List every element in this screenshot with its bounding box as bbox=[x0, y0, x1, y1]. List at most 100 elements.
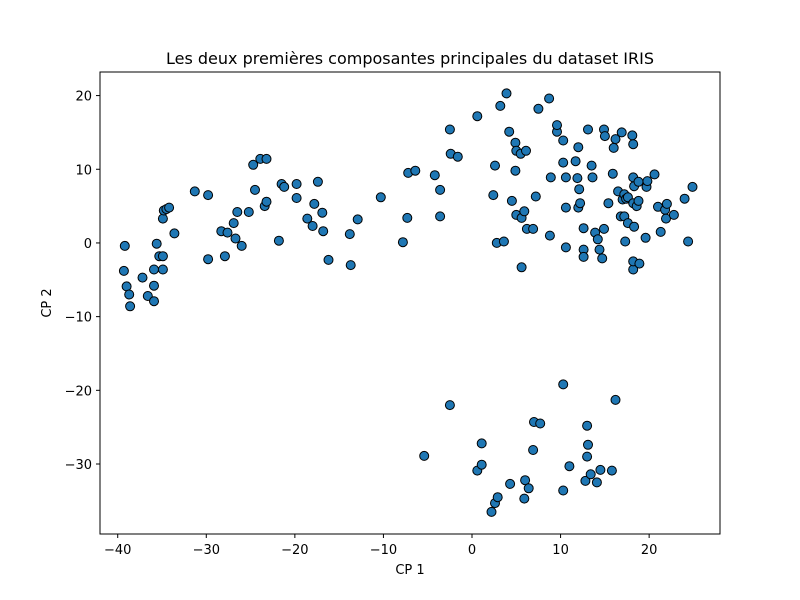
data-point bbox=[419, 450, 430, 461]
data-point bbox=[435, 211, 446, 222]
data-point bbox=[629, 221, 640, 232]
data-point bbox=[490, 160, 500, 171]
data-point bbox=[498, 236, 509, 247]
data-point bbox=[586, 160, 597, 171]
x-tick-label: 0 bbox=[468, 543, 476, 558]
data-point bbox=[435, 184, 446, 195]
data-point bbox=[558, 485, 569, 496]
data-point bbox=[119, 240, 130, 251]
data-point bbox=[444, 124, 455, 135]
data-point bbox=[345, 260, 356, 271]
data-point bbox=[203, 254, 214, 265]
x-axis-label: CP 1 bbox=[395, 563, 424, 578]
data-point bbox=[628, 139, 639, 150]
data-point bbox=[510, 165, 521, 176]
data-point bbox=[585, 469, 596, 480]
data-point bbox=[149, 264, 159, 275]
data-point bbox=[149, 280, 159, 291]
data-point bbox=[627, 130, 638, 141]
data-point bbox=[323, 254, 334, 265]
y-tick-label: −10 bbox=[65, 311, 92, 326]
data-point bbox=[683, 236, 694, 247]
data-point bbox=[291, 193, 302, 203]
data-point bbox=[492, 492, 503, 503]
data-point bbox=[402, 212, 413, 223]
data-point bbox=[545, 172, 556, 183]
data-point bbox=[164, 202, 175, 213]
data-point bbox=[521, 145, 531, 156]
data-point bbox=[560, 202, 571, 213]
x-tick-label: −20 bbox=[281, 543, 308, 558]
data-point bbox=[523, 483, 534, 494]
data-point bbox=[616, 127, 627, 138]
data-point bbox=[578, 223, 589, 234]
data-point bbox=[261, 153, 272, 164]
data-point bbox=[587, 172, 598, 183]
y-ticks: −30 −20 −10 0 10 20 bbox=[65, 90, 100, 473]
data-point bbox=[634, 258, 645, 269]
data-point bbox=[486, 506, 497, 517]
data-point bbox=[317, 207, 328, 218]
data-point bbox=[151, 238, 162, 249]
y-tick-label: 0 bbox=[84, 237, 92, 252]
data-point bbox=[228, 218, 239, 229]
data-point bbox=[519, 493, 530, 504]
data-point bbox=[558, 379, 569, 390]
data-point bbox=[620, 236, 631, 247]
x-tick-label: 10 bbox=[552, 543, 569, 558]
data-point bbox=[279, 181, 290, 192]
data-point bbox=[572, 173, 583, 184]
data-point bbox=[505, 478, 516, 489]
data-point bbox=[375, 192, 386, 203]
data-point bbox=[519, 206, 530, 217]
data-point bbox=[516, 262, 527, 273]
data-point bbox=[495, 100, 506, 111]
data-point bbox=[591, 477, 602, 488]
y-tick-label: −30 bbox=[65, 458, 92, 473]
data-point bbox=[583, 439, 593, 450]
data-point bbox=[544, 93, 555, 104]
data-point bbox=[261, 196, 272, 207]
data-point bbox=[544, 230, 555, 241]
points-layer bbox=[118, 88, 698, 517]
data-point bbox=[118, 265, 129, 276]
data-point bbox=[236, 240, 247, 251]
data-point bbox=[452, 151, 463, 162]
data-point bbox=[501, 88, 512, 99]
data-point bbox=[476, 438, 487, 449]
data-point bbox=[610, 394, 621, 405]
data-point bbox=[429, 170, 440, 181]
y-tick-label: 10 bbox=[75, 163, 92, 178]
data-point bbox=[592, 234, 603, 245]
data-point bbox=[504, 126, 515, 137]
data-point bbox=[248, 159, 259, 170]
data-point bbox=[291, 179, 302, 189]
data-point bbox=[124, 289, 135, 300]
data-point bbox=[528, 223, 539, 234]
data-point bbox=[157, 251, 168, 262]
data-point bbox=[232, 207, 243, 217]
data-point bbox=[302, 213, 313, 224]
data-point bbox=[655, 226, 666, 237]
data-point bbox=[273, 235, 284, 246]
x-tick-label: −40 bbox=[104, 543, 131, 558]
data-point bbox=[535, 418, 546, 429]
data-point bbox=[679, 193, 690, 204]
data-point bbox=[506, 195, 517, 206]
data-point bbox=[564, 461, 575, 472]
data-point bbox=[642, 176, 653, 187]
data-point bbox=[318, 226, 329, 237]
data-point bbox=[344, 229, 355, 240]
data-point bbox=[560, 172, 571, 183]
data-point bbox=[397, 237, 408, 248]
data-point bbox=[580, 475, 591, 486]
data-point bbox=[243, 207, 254, 217]
data-point bbox=[668, 209, 679, 220]
y-tick-label: −20 bbox=[65, 384, 92, 399]
data-point bbox=[219, 251, 230, 262]
data-point bbox=[309, 198, 320, 209]
data-point bbox=[633, 195, 644, 206]
data-point bbox=[250, 184, 260, 195]
data-point bbox=[558, 157, 569, 168]
x-tick-label: −30 bbox=[193, 543, 220, 558]
